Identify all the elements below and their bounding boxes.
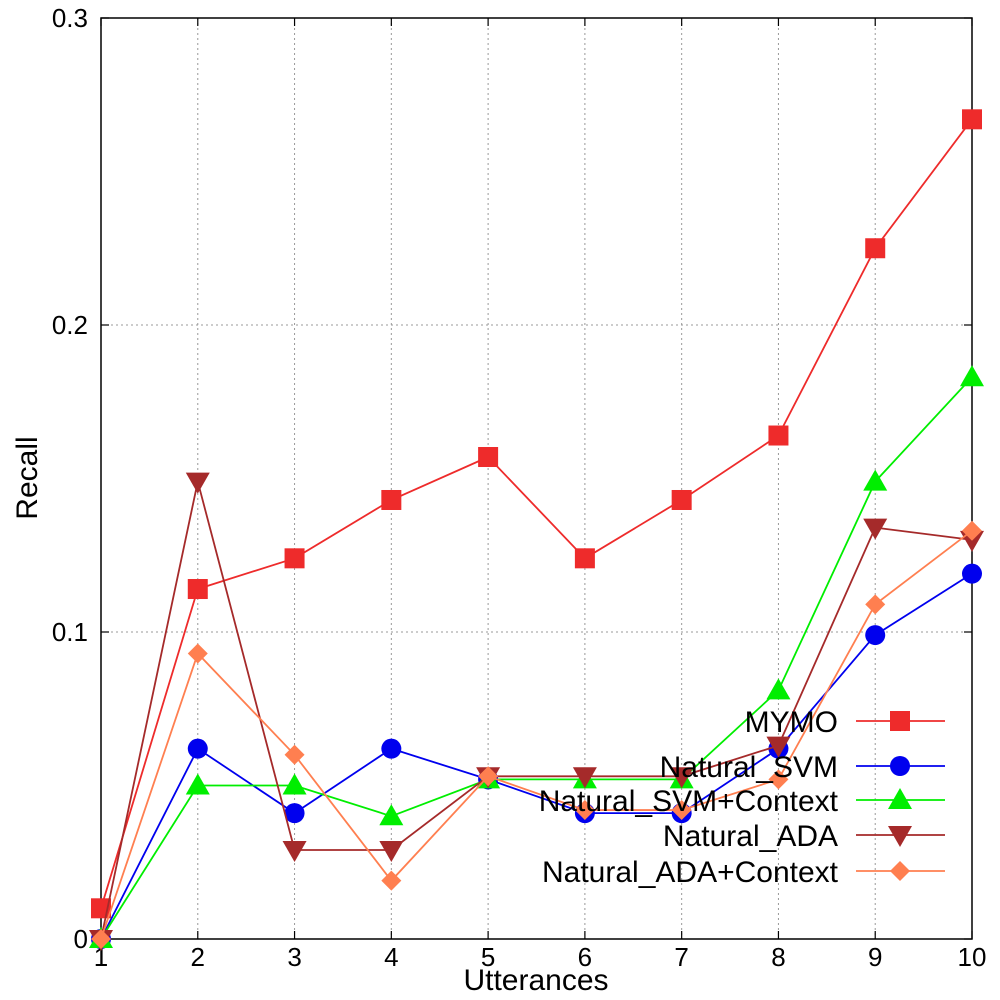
x-tick-label: 7 [674,942,688,972]
data-point [960,365,984,387]
data-point [863,518,888,540]
legend-marker [890,711,910,731]
series-line [100,376,973,940]
data-point [379,840,404,862]
axis-ticks: 1 2 3 4 5 6 7 8 9 10 0 0.1 0.2 0.3 [52,3,987,972]
data-point [768,769,789,790]
y-tick-label: 0.1 [52,617,88,647]
y-tick-label: 0 [74,924,88,954]
x-tick-label: 10 [958,942,987,972]
legend-marker [890,861,910,881]
legend-item: Natural_ADA+Context [542,856,945,889]
legend-marker [888,788,912,809]
x-axis-label: Utterances [463,964,608,997]
series-group [89,109,984,951]
grid [101,18,972,939]
data-point [478,766,499,787]
data-point [572,767,597,789]
data-point [284,548,305,569]
data-point [282,840,307,862]
data-point [766,678,791,700]
legend-label: Natural_SVM+Context [539,785,839,818]
data-point [478,447,499,468]
data-point [669,767,694,789]
data-point [187,643,208,664]
series-line [100,572,973,940]
data-point [671,800,692,821]
legend-item: Natural_ADA [663,820,945,853]
y-axis-label: Recall [11,436,44,519]
data-point [381,489,402,510]
data-point [91,929,111,949]
data-point [962,520,982,541]
x-tick-label: 6 [578,942,592,972]
data-point [185,472,210,494]
series-line [100,118,973,909]
y-tick-label: 0.3 [52,3,88,33]
data-point [865,625,886,646]
series-line [100,481,973,940]
legend-label: Natural_SVM [660,751,838,784]
data-point [574,548,595,569]
data-point [766,736,791,758]
series-4 [91,520,982,949]
legend-marker [888,826,912,847]
plot-frame [100,17,973,940]
data-point [187,738,208,759]
data-point [381,870,402,891]
data-point [284,744,305,765]
data-point [284,803,305,824]
series-0 [91,109,982,919]
series-line [100,529,973,940]
x-tick-label: 8 [771,942,785,972]
data-point [185,773,210,795]
x-tick-label: 2 [191,942,205,972]
legend-label: Natural_ADA+Context [542,856,839,889]
x-tick-label: 3 [287,942,301,972]
x-tick-label: 1 [94,942,108,972]
legend-marker [890,756,910,776]
legend-item: Natural_SVM [660,751,945,784]
data-point [381,738,402,759]
series-3 [89,472,984,951]
data-point [962,109,982,130]
x-tick-label: 4 [384,942,398,972]
series-1 [91,563,982,949]
data-point [379,804,404,826]
data-point [671,489,692,510]
legend-item: Natural_SVM+Context [539,785,945,818]
data-point [768,425,789,446]
legend-label: MYMO [745,706,838,739]
y-tick-label: 0.2 [52,310,88,340]
data-point [865,238,886,259]
data-point [187,579,208,600]
legend-item: MYMO [745,706,945,739]
x-tick-label: 5 [481,942,495,972]
data-point [863,469,888,491]
data-point [865,594,886,615]
series-2 [89,365,984,948]
data-point [282,773,307,795]
data-point [962,563,982,584]
legend-label: Natural_ADA [663,820,838,853]
data-point [574,800,595,821]
x-tick-label: 9 [868,942,882,972]
legend: MYMONatural_SVMNatural_SVM+ContextNatura… [539,706,945,889]
